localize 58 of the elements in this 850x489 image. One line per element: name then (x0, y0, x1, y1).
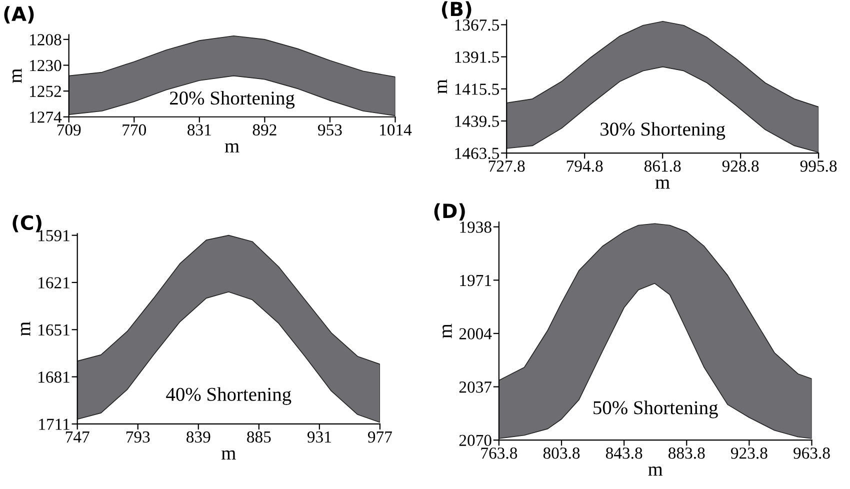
x-tick-label: 953 (318, 124, 342, 136)
annotation: 20% Shortening (170, 90, 295, 109)
y-tick-label: 1971 (460, 274, 492, 286)
y-tick-label: 1274 (30, 112, 62, 123)
x-tick-label: 861.8 (644, 160, 681, 172)
x-axis-title: m (221, 450, 236, 460)
x-tick-label: 831 (188, 124, 211, 136)
x-tick-label: 763.8 (481, 448, 518, 459)
annotation: 50% Shortening (594, 400, 718, 418)
x-tick-label: 794.8 (566, 160, 603, 172)
y-tick-label: 1367.5 (455, 19, 500, 31)
x-tick-label: 727.8 (488, 160, 525, 172)
y-tick-label: 1252 (30, 86, 61, 97)
x-tick-label: 843.8 (606, 448, 642, 459)
x-tick-label: 770 (122, 124, 146, 136)
x-tick-label: 803.8 (543, 448, 580, 459)
y-axis-title: m (442, 324, 452, 338)
y-tick-label: 1938 (460, 222, 492, 233)
y-tick-label: 1711 (39, 418, 70, 430)
y-tick-label: 1651 (38, 324, 70, 336)
x-tick-label: 931 (307, 431, 331, 443)
y-tick-label: 1463.5 (455, 148, 500, 160)
y-tick-label: 1439.5 (455, 116, 500, 127)
y-tick-label: 1230 (30, 60, 62, 72)
y-axis-title: m (12, 68, 22, 83)
y-tick-label: 1681 (38, 372, 70, 383)
x-tick-label: 963.8 (794, 448, 830, 459)
x-tick-label: 793 (126, 431, 150, 443)
x-tick-label: 709 (57, 124, 81, 136)
chart-title: (C) (12, 214, 42, 232)
x-tick-label: 928.8 (722, 160, 759, 172)
x-tick-label: 747 (66, 432, 90, 442)
chart-title: (D) (434, 203, 465, 221)
y-tick-label: 1415.5 (455, 84, 500, 95)
y-tick-label: 2037 (459, 381, 492, 393)
y-tick-label: 1591 (38, 230, 70, 242)
y-axis-title: m (438, 79, 447, 94)
x-tick-label: 885 (247, 431, 271, 443)
y-tick-label: 1208 (30, 34, 62, 46)
x-tick-label: 977 (368, 431, 392, 443)
x-tick-label: 1014 (380, 124, 412, 136)
chart-title: (B) (442, 1, 472, 19)
annotation: 40% Shortening (166, 387, 292, 405)
x-axis-title: m (655, 179, 670, 189)
annotation: 30% Shortening (600, 122, 726, 140)
y-tick-label: 1391.5 (455, 52, 500, 63)
x-tick-label: 892 (252, 124, 276, 136)
x-axis-title: m (648, 466, 663, 476)
y-tick-label: 2070 (459, 434, 492, 446)
x-tick-label: 923.8 (730, 448, 768, 459)
x-tick-label: 995.8 (800, 160, 837, 172)
x-tick-label: 839 (186, 431, 210, 443)
y-tick-label: 1621 (38, 277, 70, 288)
x-axis-title: m (224, 143, 240, 152)
y-tick-label: 2004 (459, 328, 492, 340)
chart-title: (A) (4, 6, 34, 24)
x-tick-label: 883.8 (668, 448, 705, 459)
y-axis-title: m (20, 322, 30, 336)
